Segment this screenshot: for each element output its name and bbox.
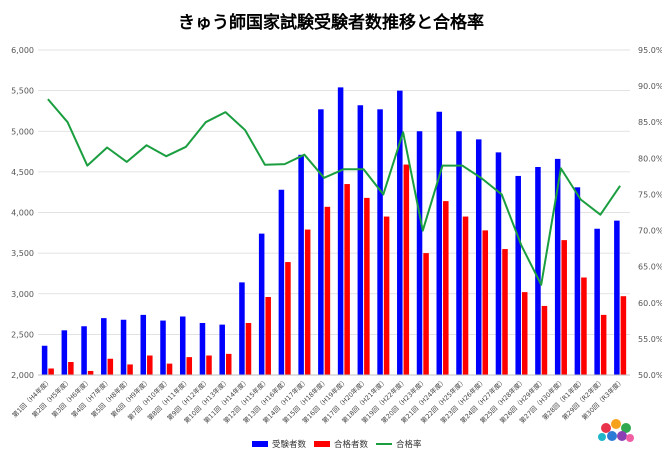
examinees-bar <box>475 139 482 375</box>
examinees-bar <box>535 167 541 375</box>
examinees-bar <box>318 109 324 375</box>
examinees-bar <box>436 111 443 375</box>
passers-bar <box>364 197 370 375</box>
y-left-tick-label: 6,000 <box>11 46 34 55</box>
passers-bar <box>423 253 429 375</box>
examinees-bar <box>337 87 344 375</box>
y-right-tick-label: 65.0% <box>638 263 662 272</box>
y-right-tick-label: 50.0% <box>638 371 662 380</box>
examinees-bar <box>495 152 502 375</box>
examinees-bar <box>239 282 245 375</box>
left-axis: 2,000 2,500 3,000 3,500 4,000 4,500 5,000 5,500… <box>11 46 34 380</box>
passers-bar <box>245 323 252 375</box>
passers-bar <box>403 164 410 375</box>
passers-bar <box>620 296 627 375</box>
examinees-bar <box>574 187 581 375</box>
y-left-tick-label: 5,000 <box>11 127 34 136</box>
examinees-bar <box>298 154 304 375</box>
y-right-tick-label: 85.0% <box>638 118 662 127</box>
passers-bar <box>561 240 567 375</box>
y-left-tick-label: 2,000 <box>11 371 34 380</box>
passers-bar <box>68 362 74 375</box>
passers-bar <box>166 363 173 375</box>
legend-swatch <box>252 441 268 447</box>
passers-bar <box>48 368 54 375</box>
gridlines <box>38 49 630 376</box>
passers-bar <box>324 206 331 375</box>
examinees-bar <box>456 131 462 375</box>
passers-bar <box>206 355 212 375</box>
chart-title: きゅう師国家試験受験者数推移と合格率 <box>178 12 484 33</box>
examinees-bar <box>41 345 48 375</box>
examinees-bar <box>179 316 186 375</box>
examinees-bars <box>41 87 620 375</box>
examinees-bar <box>101 318 107 375</box>
passers-bar <box>443 201 449 375</box>
right-axis: 50.0% 55.0% 60.0% 65.0% 70.0% 75.0% 80.0% 85.0%… <box>638 46 662 380</box>
y-right-tick-label: 75.0% <box>638 190 662 199</box>
passers-bar <box>87 370 94 375</box>
passers-bar <box>285 262 291 375</box>
pass-rate-polyline <box>47 98 621 286</box>
passers-bar <box>304 229 311 375</box>
legend-swatch <box>314 441 330 447</box>
examinees-bar <box>81 326 87 375</box>
examinees-bar <box>61 330 68 375</box>
y-right-tick-label: 55.0% <box>638 335 662 344</box>
examinees-bar <box>199 323 206 375</box>
passers-bar <box>462 216 469 375</box>
passers-bar <box>186 357 193 375</box>
examinees-bar <box>377 109 383 375</box>
examinees-bar <box>140 314 147 375</box>
y-left-tick-label: 3,500 <box>11 249 34 258</box>
passers-bar <box>107 358 114 375</box>
x-axis: 第1回（H4年度）第2回（H5年度）第3回（H6年度）第4回（H7年度）第5回（… <box>10 374 630 425</box>
examinees-bar <box>614 220 620 375</box>
y-right-tick-label: 80.0% <box>638 154 662 163</box>
examinees-bar <box>594 228 600 375</box>
legend-label: 合格率 <box>396 439 422 450</box>
examinees-bar <box>278 189 285 375</box>
examinees-bar <box>357 105 364 375</box>
passers-bar <box>265 297 271 375</box>
examinees-bar <box>219 324 225 375</box>
y-right-tick-label: 95.0% <box>638 46 662 55</box>
legend: 受験者数 合格者数 合格率 <box>252 439 422 450</box>
passers-bar <box>225 353 232 375</box>
passers-bar <box>541 305 548 375</box>
passers-bar <box>147 355 153 375</box>
y-left-tick-label: 2,500 <box>11 330 34 339</box>
examinees-bar <box>120 319 127 375</box>
pass-rate-line <box>47 98 621 286</box>
passers-bar <box>127 364 133 375</box>
passers-bar <box>521 292 528 375</box>
passers-bar <box>482 230 489 375</box>
passers-bar <box>344 184 350 375</box>
y-left-tick-label: 4,500 <box>11 168 34 177</box>
passers-bar <box>383 216 390 375</box>
y-right-tick-label: 60.0% <box>638 299 662 308</box>
y-right-tick-label: 70.0% <box>638 227 662 236</box>
y-left-tick-label: 3,000 <box>11 290 34 299</box>
passers-bar <box>581 277 587 375</box>
passers-bar <box>502 249 508 375</box>
examinees-bar <box>258 233 265 375</box>
examinees-bar <box>160 320 166 375</box>
y-left-tick-label: 4,000 <box>11 209 34 218</box>
y-left-tick-label: 5,500 <box>11 87 34 96</box>
passers-bar <box>600 314 607 375</box>
hokuro-logo <box>598 419 634 442</box>
examinees-bar <box>416 131 423 375</box>
legend-label: 受験者数 <box>272 439 307 450</box>
legend-label: 合格者数 <box>334 439 369 450</box>
examinees-bar <box>515 175 521 375</box>
passers-bars <box>48 164 627 375</box>
y-right-tick-label: 90.0% <box>638 82 662 91</box>
examinees-bar <box>397 90 403 375</box>
examinees-bar <box>554 158 561 375</box>
